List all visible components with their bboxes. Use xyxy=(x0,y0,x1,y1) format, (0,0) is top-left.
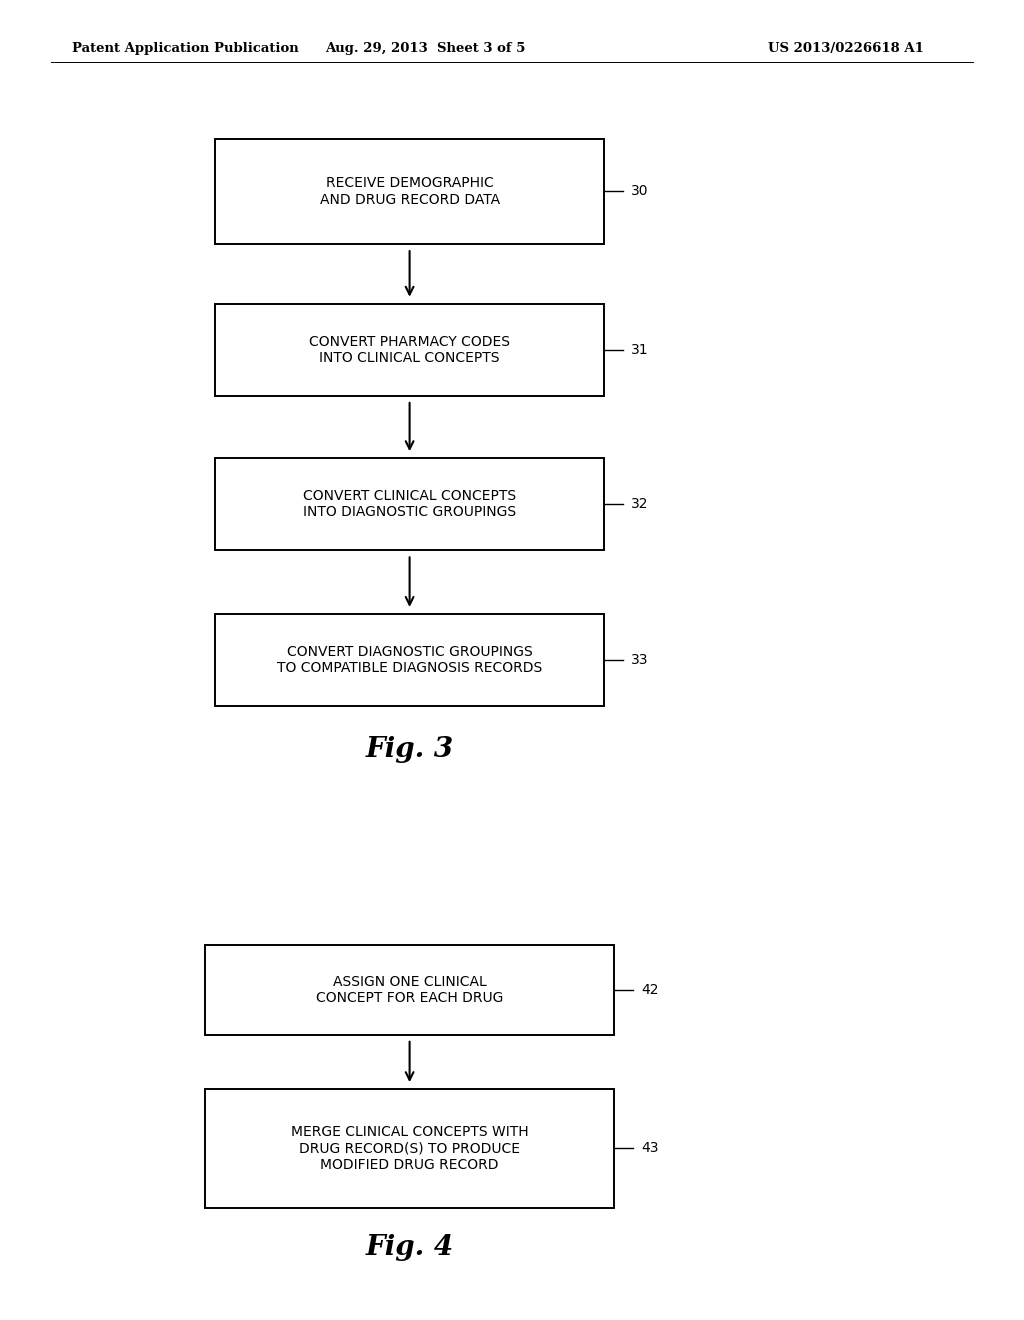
FancyBboxPatch shape xyxy=(215,458,604,550)
Text: CONVERT DIAGNOSTIC GROUPINGS
TO COMPATIBLE DIAGNOSIS RECORDS: CONVERT DIAGNOSTIC GROUPINGS TO COMPATIB… xyxy=(276,645,543,675)
Text: 32: 32 xyxy=(631,498,648,511)
FancyBboxPatch shape xyxy=(215,304,604,396)
Text: 30: 30 xyxy=(631,185,648,198)
Text: Fig. 4: Fig. 4 xyxy=(366,1234,454,1261)
Text: ASSIGN ONE CLINICAL
CONCEPT FOR EACH DRUG: ASSIGN ONE CLINICAL CONCEPT FOR EACH DRU… xyxy=(316,975,503,1005)
Text: US 2013/0226618 A1: US 2013/0226618 A1 xyxy=(768,42,924,54)
FancyBboxPatch shape xyxy=(205,945,614,1035)
Text: Patent Application Publication: Patent Application Publication xyxy=(72,42,298,54)
Text: Aug. 29, 2013  Sheet 3 of 5: Aug. 29, 2013 Sheet 3 of 5 xyxy=(325,42,525,54)
Text: CONVERT PHARMACY CODES
INTO CLINICAL CONCEPTS: CONVERT PHARMACY CODES INTO CLINICAL CON… xyxy=(309,335,510,364)
Text: RECEIVE DEMOGRAPHIC
AND DRUG RECORD DATA: RECEIVE DEMOGRAPHIC AND DRUG RECORD DATA xyxy=(319,177,500,206)
Text: MERGE CLINICAL CONCEPTS WITH
DRUG RECORD(S) TO PRODUCE
MODIFIED DRUG RECORD: MERGE CLINICAL CONCEPTS WITH DRUG RECORD… xyxy=(291,1125,528,1172)
Text: CONVERT CLINICAL CONCEPTS
INTO DIAGNOSTIC GROUPINGS: CONVERT CLINICAL CONCEPTS INTO DIAGNOSTI… xyxy=(303,490,516,519)
FancyBboxPatch shape xyxy=(205,1089,614,1208)
Text: 31: 31 xyxy=(631,343,648,356)
Text: 43: 43 xyxy=(641,1142,658,1155)
Text: Fig. 3: Fig. 3 xyxy=(366,737,454,763)
Text: 33: 33 xyxy=(631,653,648,667)
Text: 42: 42 xyxy=(641,983,658,997)
FancyBboxPatch shape xyxy=(215,139,604,244)
FancyBboxPatch shape xyxy=(215,614,604,706)
